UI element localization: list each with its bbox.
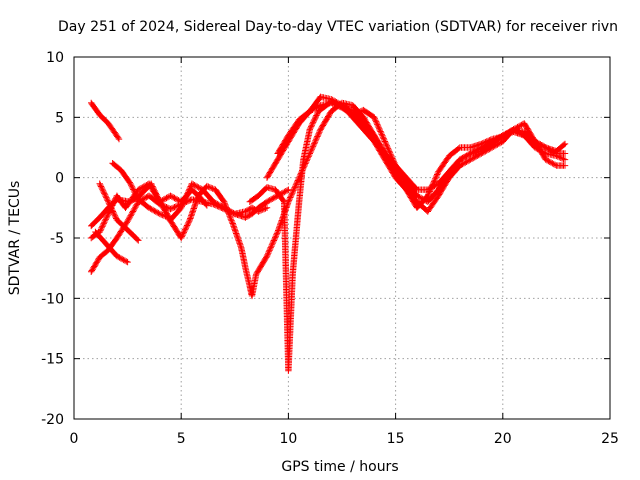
series-markers (92, 228, 131, 266)
series-arc-10 (274, 99, 569, 205)
x-tick-label: 15 (387, 431, 405, 447)
x-tick-label: 0 (70, 431, 79, 447)
y-axis-label: SDTVAR / TECUs (7, 181, 23, 296)
y-tick-label: -5 (50, 231, 64, 247)
series-markers (274, 99, 569, 205)
series-markers (263, 93, 569, 215)
y-tick-label: -10 (41, 291, 64, 307)
chart-title: Day 251 of 2024, Sidereal Day-to-day VTE… (58, 19, 618, 35)
grid (74, 57, 610, 419)
series-markers (88, 99, 123, 143)
series-markers (246, 98, 569, 374)
x-axis-label: GPS time / hours (281, 459, 398, 475)
y-tick-label: 0 (55, 171, 64, 187)
series-arc-1 (88, 99, 123, 143)
series-arc-6 (96, 180, 142, 244)
series-arc-5 (92, 228, 131, 266)
x-tick-label: 5 (177, 431, 186, 447)
y-tick-label: -15 (41, 352, 64, 368)
x-tick-label: 20 (494, 431, 512, 447)
series-markers (96, 180, 142, 244)
y-tick-label: -20 (41, 412, 64, 428)
y-tick-label: 10 (46, 50, 64, 66)
y-tick-label: 5 (55, 110, 64, 126)
x-tick-label: 25 (601, 431, 619, 447)
series-trace (249, 101, 566, 372)
data-series (88, 93, 569, 374)
series-arc-8 (246, 98, 569, 374)
series-arc-9 (263, 93, 569, 215)
axis-ticks: 0 5 10 15 20 25 -20 -15 -10 -5 0 5 10 (41, 50, 619, 447)
x-tick-label: 10 (279, 431, 297, 447)
